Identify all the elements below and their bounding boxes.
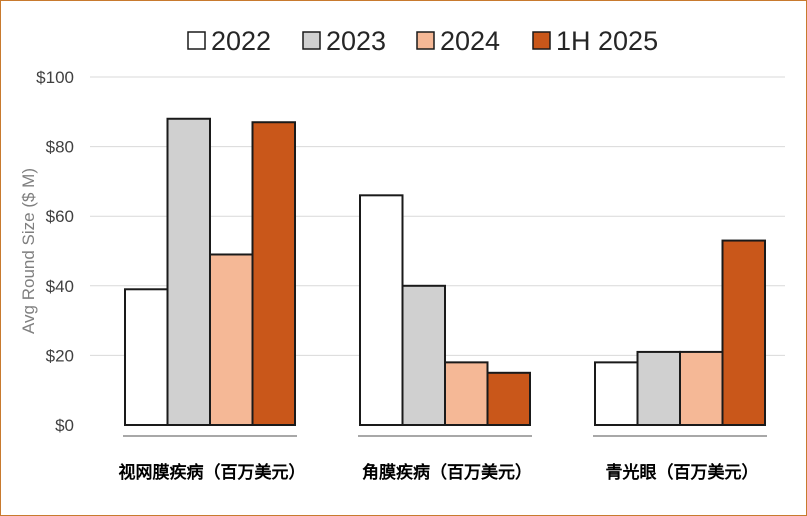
x-tick-label: 青光眼（百万美元） <box>606 462 759 483</box>
x-tick-label: 角膜疾病（百万美元） <box>362 462 532 483</box>
bar <box>679 350 724 427</box>
legend-swatch <box>532 31 551 50</box>
bar <box>166 117 211 426</box>
bar <box>401 284 446 426</box>
bar <box>444 361 489 426</box>
bar <box>721 239 766 426</box>
bar <box>124 288 169 426</box>
y-tick-label: $20 <box>46 346 74 365</box>
y-tick-label: $60 <box>46 207 74 226</box>
legend-label: 2022 <box>211 26 271 56</box>
legend-label: 1H 2025 <box>556 26 658 56</box>
legend-swatch <box>416 31 435 50</box>
bar <box>636 350 681 427</box>
bar <box>594 361 639 426</box>
y-tick-label: $0 <box>55 416 74 435</box>
y-tick-label: $40 <box>46 277 74 296</box>
x-tick-label: 视网膜疾病（百万美元） <box>119 462 306 483</box>
legend-label: 2024 <box>440 26 500 56</box>
bar <box>209 253 254 426</box>
bar <box>251 121 296 427</box>
bar <box>359 194 404 426</box>
legend-label: 2023 <box>326 26 386 56</box>
legend-swatch <box>302 31 321 50</box>
legend-swatch <box>187 31 206 50</box>
y-tick-label: $80 <box>46 138 74 157</box>
bar <box>486 371 531 426</box>
y-axis-title: Avg Round Size ($ M) <box>19 168 38 334</box>
y-tick-label: $100 <box>36 68 74 87</box>
